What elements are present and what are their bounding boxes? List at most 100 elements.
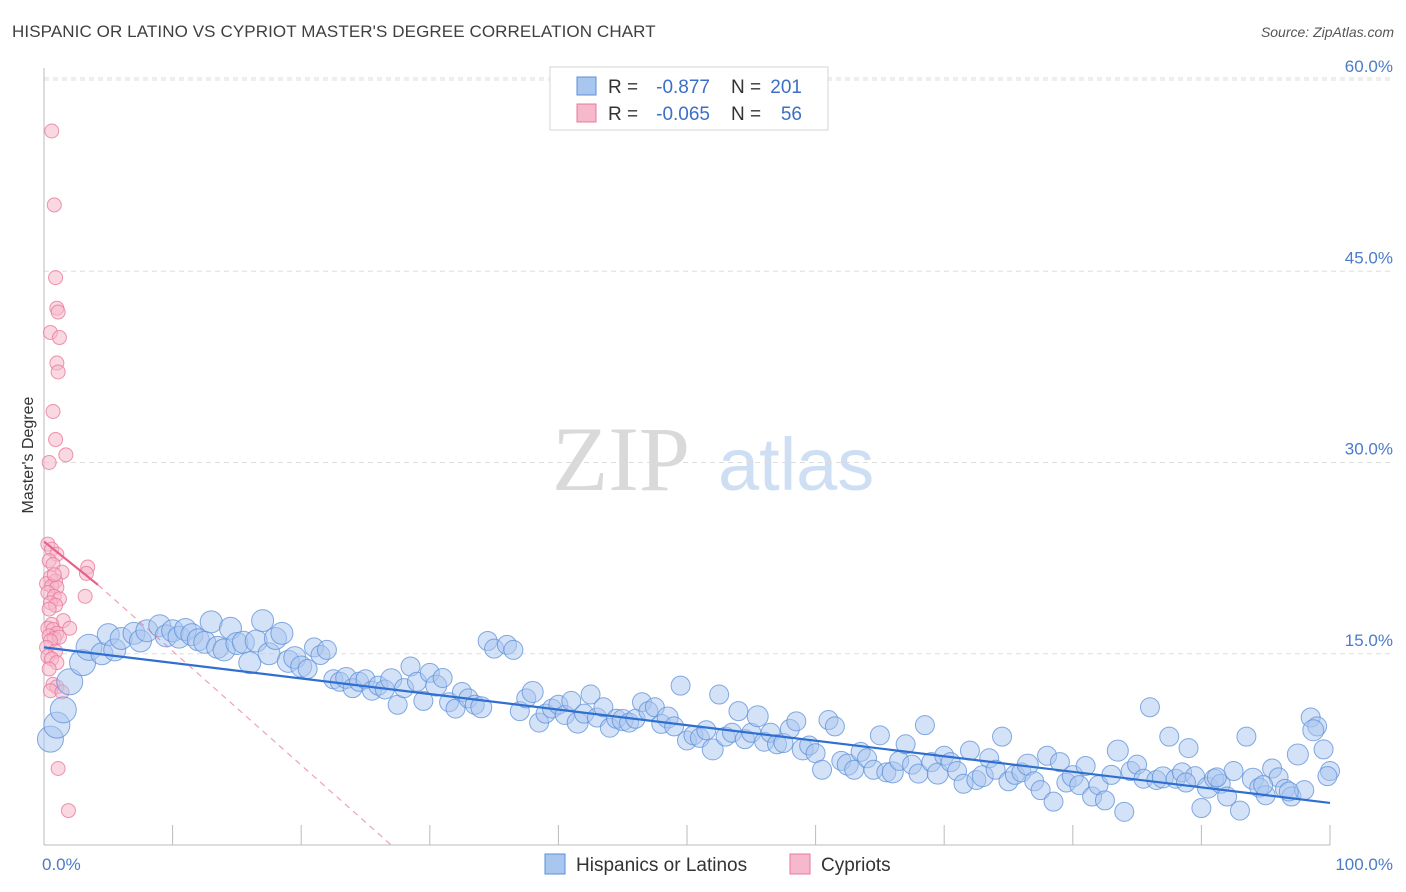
- hispanic-point: [1049, 752, 1070, 773]
- cypriots-trend-dashed: [97, 584, 392, 846]
- cypriot-point: [46, 567, 62, 583]
- y-tick-label: 45.0%: [1345, 248, 1393, 267]
- hispanic-point: [470, 696, 493, 719]
- hispanic-point: [670, 675, 691, 696]
- hispanic-point: [709, 684, 730, 705]
- cypriot-point: [44, 123, 60, 139]
- cypriot-point: [41, 601, 57, 617]
- cypriot-point: [78, 565, 94, 581]
- hispanic-point: [985, 759, 1006, 780]
- cypriot-point: [60, 803, 76, 819]
- legend-label-cypriots: Cypriots: [821, 855, 891, 876]
- cypriot-point: [50, 761, 66, 776]
- x-tick-label: 0.0%: [42, 855, 81, 874]
- y-tick-label: 30.0%: [1345, 440, 1393, 459]
- cypriots-points: [39, 123, 96, 819]
- hispanic-point: [914, 715, 935, 736]
- cypriot-point: [58, 447, 74, 463]
- legend-swatch-hispanics: [544, 853, 566, 875]
- y-tick-label: 60.0%: [1345, 57, 1393, 76]
- cypriot-point: [48, 270, 64, 286]
- x-tick-label: 100.0%: [1335, 855, 1393, 874]
- hispanic-point: [895, 734, 916, 755]
- correlation-legend: R = -0.877 N = 201 R = -0.065 N = 56: [549, 66, 829, 131]
- hispanic-point: [1317, 766, 1338, 787]
- hispanic-point: [696, 720, 717, 741]
- hispanic-point: [316, 639, 337, 660]
- watermark-zip: ZIP: [552, 408, 690, 510]
- hispanic-point: [1094, 790, 1115, 811]
- hispanic-point: [1178, 738, 1199, 759]
- cypriot-point: [45, 404, 61, 419]
- cypriot-point: [48, 432, 64, 448]
- hispanic-point: [1175, 772, 1196, 793]
- hispanic-point: [992, 726, 1013, 747]
- hispanic-point: [56, 668, 84, 696]
- hispanic-point: [1114, 801, 1135, 822]
- hispanic-point: [270, 621, 294, 645]
- hispanic-point: [1139, 697, 1160, 718]
- cypriot-point: [50, 364, 66, 380]
- hispanic-point: [1159, 726, 1180, 747]
- hispanic-point: [701, 738, 724, 761]
- source-credit: Source: ZipAtlas.com: [1260, 24, 1394, 40]
- legend-n-label: N =: [731, 77, 761, 98]
- legend-r-value: -0.065: [656, 104, 710, 125]
- hispanic-point: [238, 651, 262, 675]
- series-legend: Hispanics or Latinos Cypriots: [544, 853, 891, 876]
- legend-label-hispanics: Hispanics or Latinos: [576, 855, 747, 876]
- hispanic-point: [1075, 755, 1096, 776]
- hispanic-point: [521, 681, 544, 703]
- y-axis-title: Master's Degree: [20, 396, 37, 513]
- hispanic-point: [1030, 780, 1051, 801]
- cypriot-point: [41, 455, 57, 470]
- tick-labels: 15.0% 30.0% 45.0% 60.0% 0.0% 100.0%: [42, 57, 1393, 874]
- legend-n-value: 56: [781, 104, 802, 125]
- hispanic-point: [1302, 719, 1325, 742]
- cypriots-trend-line: [43, 540, 99, 586]
- hispanic-point: [1191, 798, 1212, 819]
- hispanic-point: [786, 711, 807, 732]
- hispanic-point: [869, 725, 890, 746]
- gridlines: [44, 77, 1392, 655]
- hispanic-point: [959, 740, 980, 761]
- hispanic-point: [413, 690, 434, 711]
- axes: [43, 68, 1331, 846]
- watermark-atlas: atlas: [718, 423, 874, 506]
- hispanic-point: [432, 667, 453, 688]
- cypriot-point: [50, 304, 66, 320]
- legend-swatch-blue: [576, 76, 597, 96]
- hispanic-point: [1206, 767, 1227, 788]
- hispanic-point: [1278, 781, 1299, 802]
- trend-lines: [43, 540, 1331, 846]
- hispanics-trend-line: [43, 646, 1331, 805]
- legend-swatch-cypriots: [789, 853, 811, 875]
- cypriot-point: [41, 661, 57, 677]
- legend-n-value: 201: [770, 77, 802, 98]
- hispanic-point: [1043, 791, 1064, 812]
- legend-r-label: R =: [608, 77, 638, 98]
- cypriot-point: [51, 330, 67, 346]
- hispanic-point: [1229, 800, 1250, 821]
- chart-title: HISPANIC OR LATINO VS CYPRIOT MASTER'S D…: [12, 22, 656, 41]
- cypriot-point: [77, 588, 93, 604]
- hispanic-point: [824, 716, 845, 737]
- hispanic-point: [1223, 761, 1244, 782]
- cypriot-point: [46, 197, 62, 213]
- hispanic-point: [1313, 739, 1334, 760]
- hispanic-point: [664, 716, 685, 737]
- hispanic-point: [812, 759, 833, 780]
- legend-r-label: R =: [608, 104, 638, 125]
- watermark: ZIP atlas: [552, 408, 874, 510]
- cypriot-point: [62, 620, 78, 636]
- hispanic-point: [593, 697, 614, 718]
- hispanic-point: [728, 701, 749, 722]
- hispanic-point: [1253, 775, 1274, 796]
- hispanic-point: [251, 609, 275, 633]
- hispanics-points: [36, 609, 1340, 822]
- hispanic-point: [1106, 739, 1129, 762]
- hispanic-point: [49, 696, 77, 724]
- hispanic-point: [580, 684, 601, 705]
- legend-r-value: -0.877: [656, 77, 710, 98]
